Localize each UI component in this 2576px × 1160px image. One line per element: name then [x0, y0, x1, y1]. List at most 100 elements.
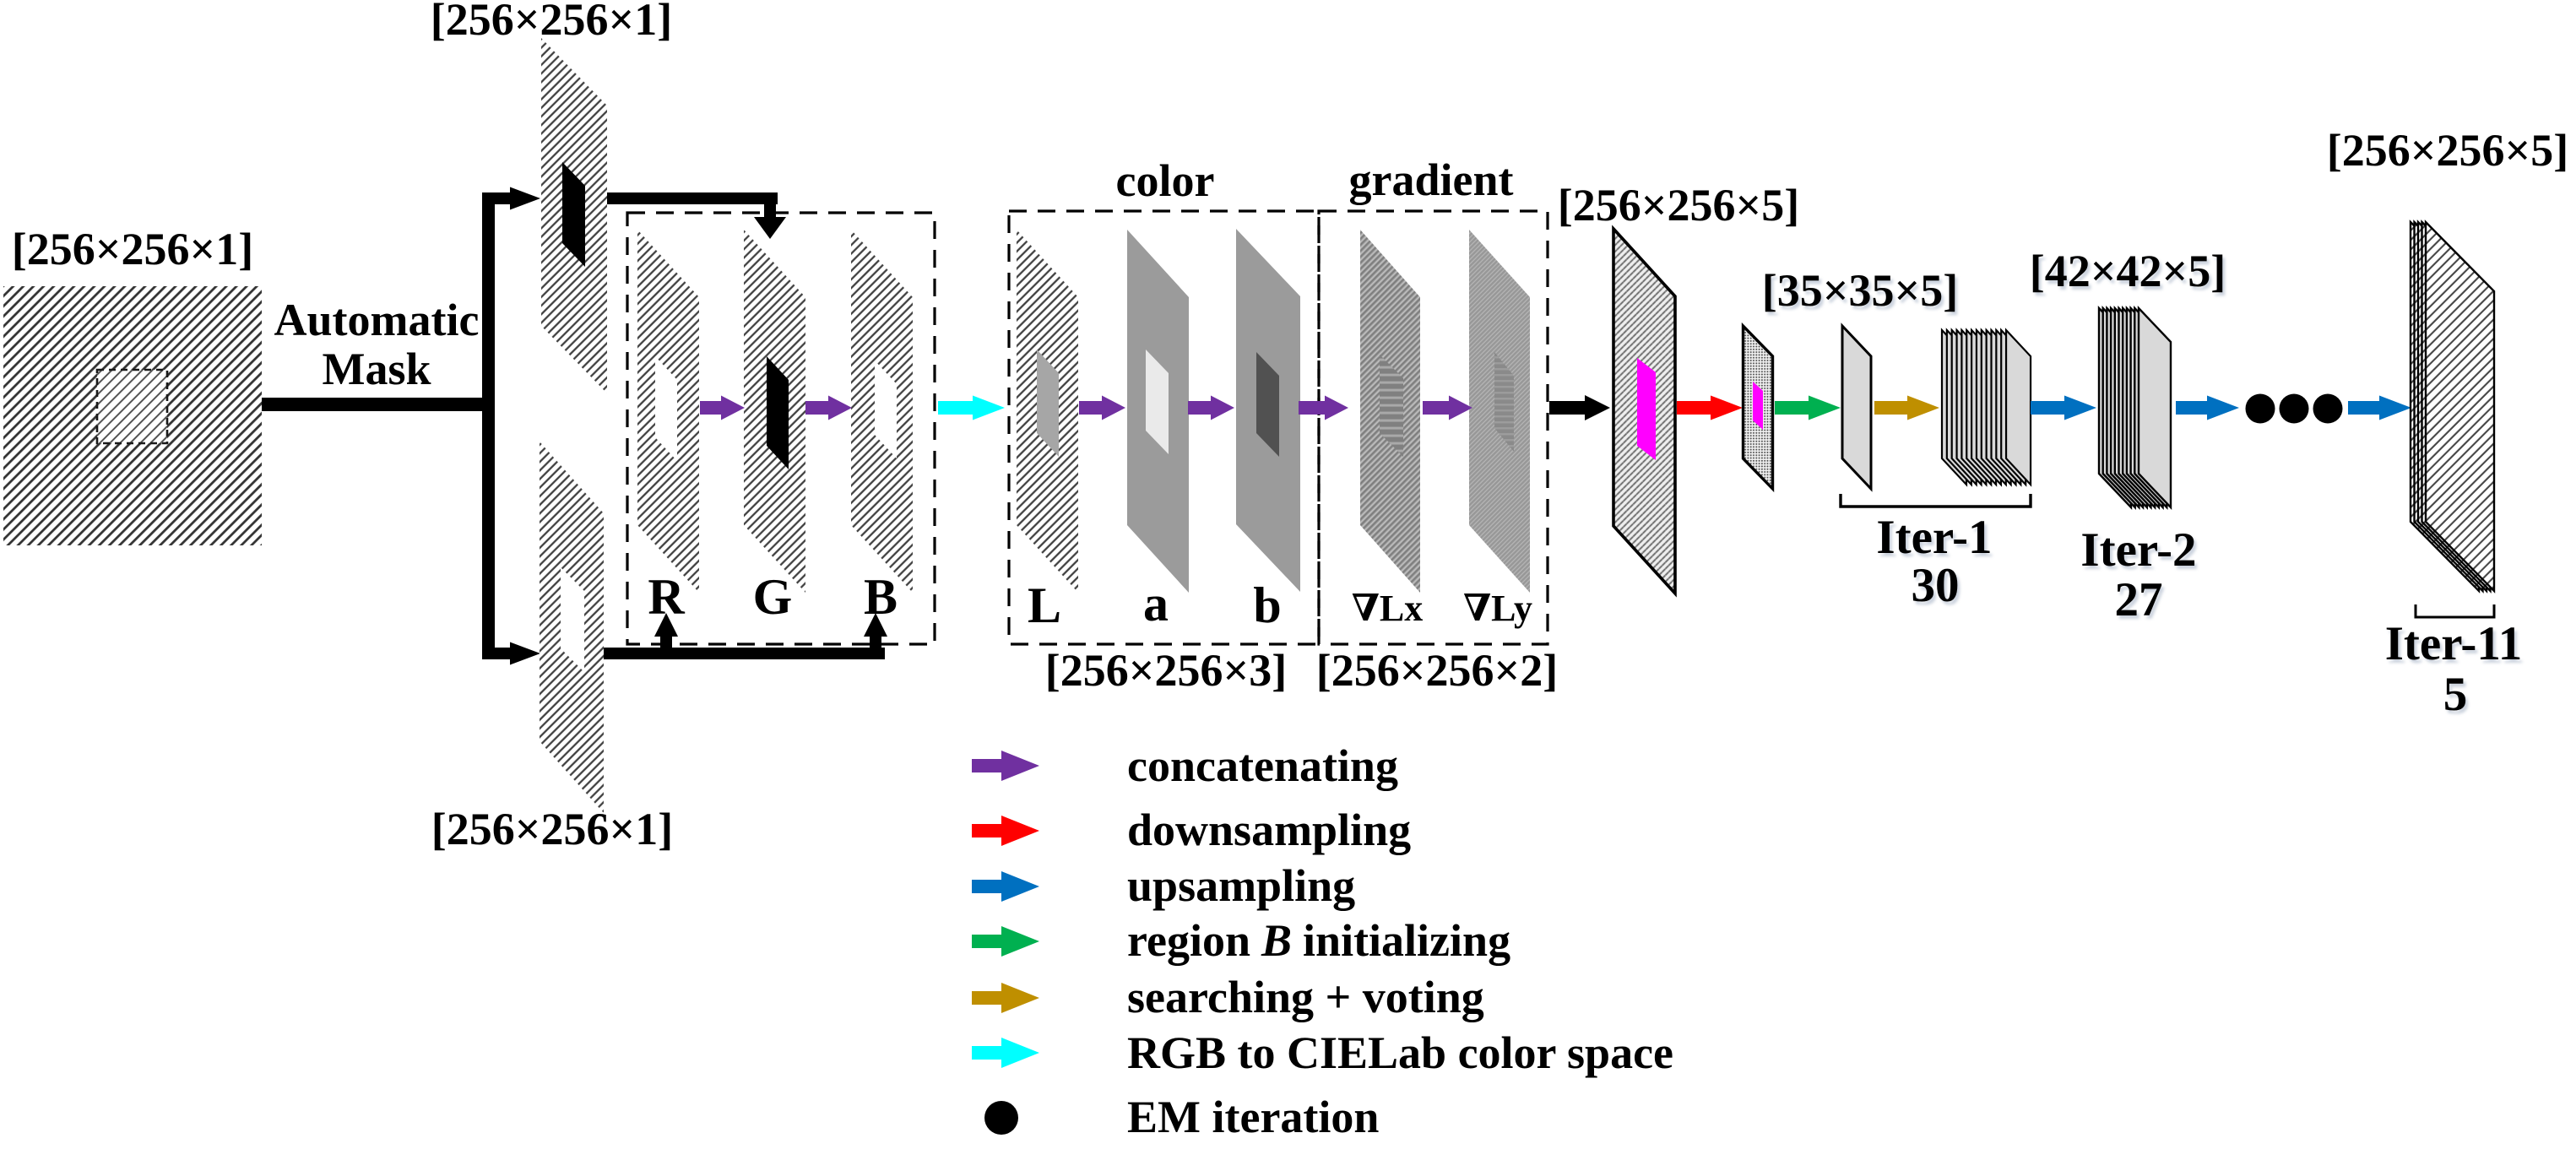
rgb-box: R G B	[626, 211, 936, 646]
rgb-to-cielab-arrow	[938, 395, 1005, 420]
downsampled-volume-dims-label: [35×35×5]	[1762, 265, 1959, 316]
gradx-channel-label: ∇Lx	[1352, 588, 1423, 629]
iter1-count-label: 30	[1912, 559, 1960, 612]
input-image: [256×256×1]	[3, 224, 262, 545]
color-box-dims-label: [256×256×3]	[1045, 645, 1288, 696]
final-iter-name-label: Iter-11	[2385, 617, 2522, 670]
concat-volume: [256×256×5]	[1558, 180, 1800, 598]
legend-label-em-iteration: EM iteration	[1127, 1092, 1379, 1142]
upsampling-arrow-2	[2176, 395, 2239, 420]
legend-label-searching-voting: searching + voting	[1127, 972, 1484, 1022]
r-channel-label: R	[648, 569, 685, 625]
branch-bottom-panel: [256×256×1]	[431, 442, 674, 854]
downsampling-arrow	[1677, 395, 1743, 420]
final-volume-stack: [256×256×5] Iter-11 5	[2327, 125, 2569, 721]
iter1-stack: Iter-1 30	[1839, 328, 2032, 612]
mask-flow-line-main	[262, 398, 495, 411]
mask-flow-line-vertical	[482, 192, 495, 659]
gradx-panel-blob	[1380, 355, 1403, 457]
iter2-name-label: Iter-2	[2080, 523, 2196, 577]
legend-label-region-b-var: B	[1261, 915, 1292, 966]
gradient-box-title: gradient	[1349, 154, 1514, 205]
legend-arrow-upsampling	[972, 871, 1039, 902]
iter1-stack-layer	[2004, 328, 2032, 487]
legend-arrow-rgb-to-cielab	[972, 1038, 1039, 1068]
final-bracket	[2414, 604, 2496, 619]
legend-label-initializing-word: initializing	[1303, 915, 1510, 966]
downsampled-volume: [35×35×5]	[1741, 265, 1959, 493]
legend: concatenating downsampling upsampling re…	[972, 740, 1673, 1142]
iter1-name-label: Iter-1	[1876, 511, 1992, 564]
concat-arrow-r-g	[700, 395, 745, 420]
em-iteration-dots	[2245, 393, 2343, 424]
concat-arrow-l-a	[1079, 395, 1125, 420]
automatic-mask-label-line2: Mask	[322, 344, 431, 394]
rgb-box-border	[626, 211, 936, 646]
feed-bottom-r-arrowhead	[654, 613, 678, 637]
legend-arrow-concatenating	[972, 751, 1039, 781]
feed-bottom-r-line-v	[660, 635, 672, 650]
a-panel-blob	[1146, 350, 1169, 454]
grady-panel-blob	[1494, 352, 1514, 452]
automatic-mask-flow: Automatic Mask	[262, 187, 540, 665]
concat-arrow-a-b	[1188, 395, 1234, 420]
em-iteration-dot	[2245, 393, 2275, 424]
concat-volume-mask-blob	[1637, 358, 1656, 460]
b-panel-blob	[875, 360, 897, 458]
upsampling-arrow-3	[2348, 395, 2411, 420]
feed-bottom-line-h	[604, 648, 885, 659]
mask-flow-line-top	[482, 192, 512, 204]
branch-top-panel: [256×256×1]	[431, 0, 673, 393]
region-b-init-arrow	[1775, 395, 1841, 420]
final-volume-dims-label: [256×256×5]	[2327, 125, 2569, 176]
downsampled-mask-blob	[1753, 382, 1763, 430]
upsampling-arrow-1	[2031, 395, 2096, 420]
color-box-title: color	[1116, 155, 1215, 206]
feed-bottom-b-line-v	[870, 635, 881, 650]
a-channel-label: a	[1143, 576, 1169, 631]
concat-volume-dims-label: [256×256×5]	[1558, 180, 1800, 230]
color-box: color L a b [256×256×3]	[1007, 155, 1321, 696]
g-channel-label: G	[753, 569, 793, 625]
legend-arrow-searching-voting	[972, 983, 1039, 1013]
legend-label-downsampling: downsampling	[1127, 805, 1411, 855]
concat-arrow-g-b	[805, 395, 852, 420]
b-rgb-channel-label: B	[864, 569, 898, 625]
iter2-stack-layer	[2137, 305, 2172, 511]
feed-top-arrowhead	[754, 217, 786, 239]
input-image-dims-label: [256×256×1]	[12, 224, 254, 274]
branch-top-dims-label: [256×256×1]	[431, 0, 673, 45]
r-panel-blob	[655, 356, 677, 461]
legend-label-upsampling: upsampling	[1127, 860, 1355, 911]
mask-flow-arrowhead-top	[510, 187, 540, 210]
mask-flow-line-bottom	[482, 648, 512, 659]
feed-top-line-h	[607, 192, 778, 204]
concat-arrow-b-gradx	[1299, 395, 1348, 420]
mask-flow-arrowhead-bottom	[510, 642, 540, 665]
branch-bottom-dims-label: [256×256×1]	[431, 804, 674, 854]
legend-label-concatenating: concatenating	[1127, 740, 1398, 791]
legend-label-region-word: region	[1127, 915, 1250, 966]
input-mask-region	[95, 368, 169, 445]
iter1-bracket	[1839, 494, 2032, 508]
rgb-feed-lines	[604, 192, 887, 659]
l-channel-label: L	[1028, 577, 1061, 633]
branch-bottom-panel-blob	[561, 567, 584, 672]
gradient-box-border	[1317, 209, 1549, 646]
legend-arrow-downsampling	[972, 816, 1039, 846]
iter2-stack: [42×42×5] Iter-2 27	[2030, 246, 2226, 626]
branch-top-panel-blob	[562, 162, 585, 267]
region-b-init-panel	[1841, 323, 1873, 492]
legend-em-iteration-dot	[984, 1101, 1018, 1135]
b-lab-panel-blob	[1256, 352, 1279, 457]
em-iteration-dot	[2313, 393, 2343, 424]
g-panel-blob	[767, 356, 789, 469]
feed-bottom-b-arrowhead	[864, 613, 887, 637]
concat-arrow-gradx-grady	[1423, 395, 1472, 420]
b-lab-channel-label: b	[1253, 577, 1281, 633]
l-panel-blob	[1037, 350, 1059, 457]
final-iter-count-label: 5	[2443, 668, 2468, 721]
